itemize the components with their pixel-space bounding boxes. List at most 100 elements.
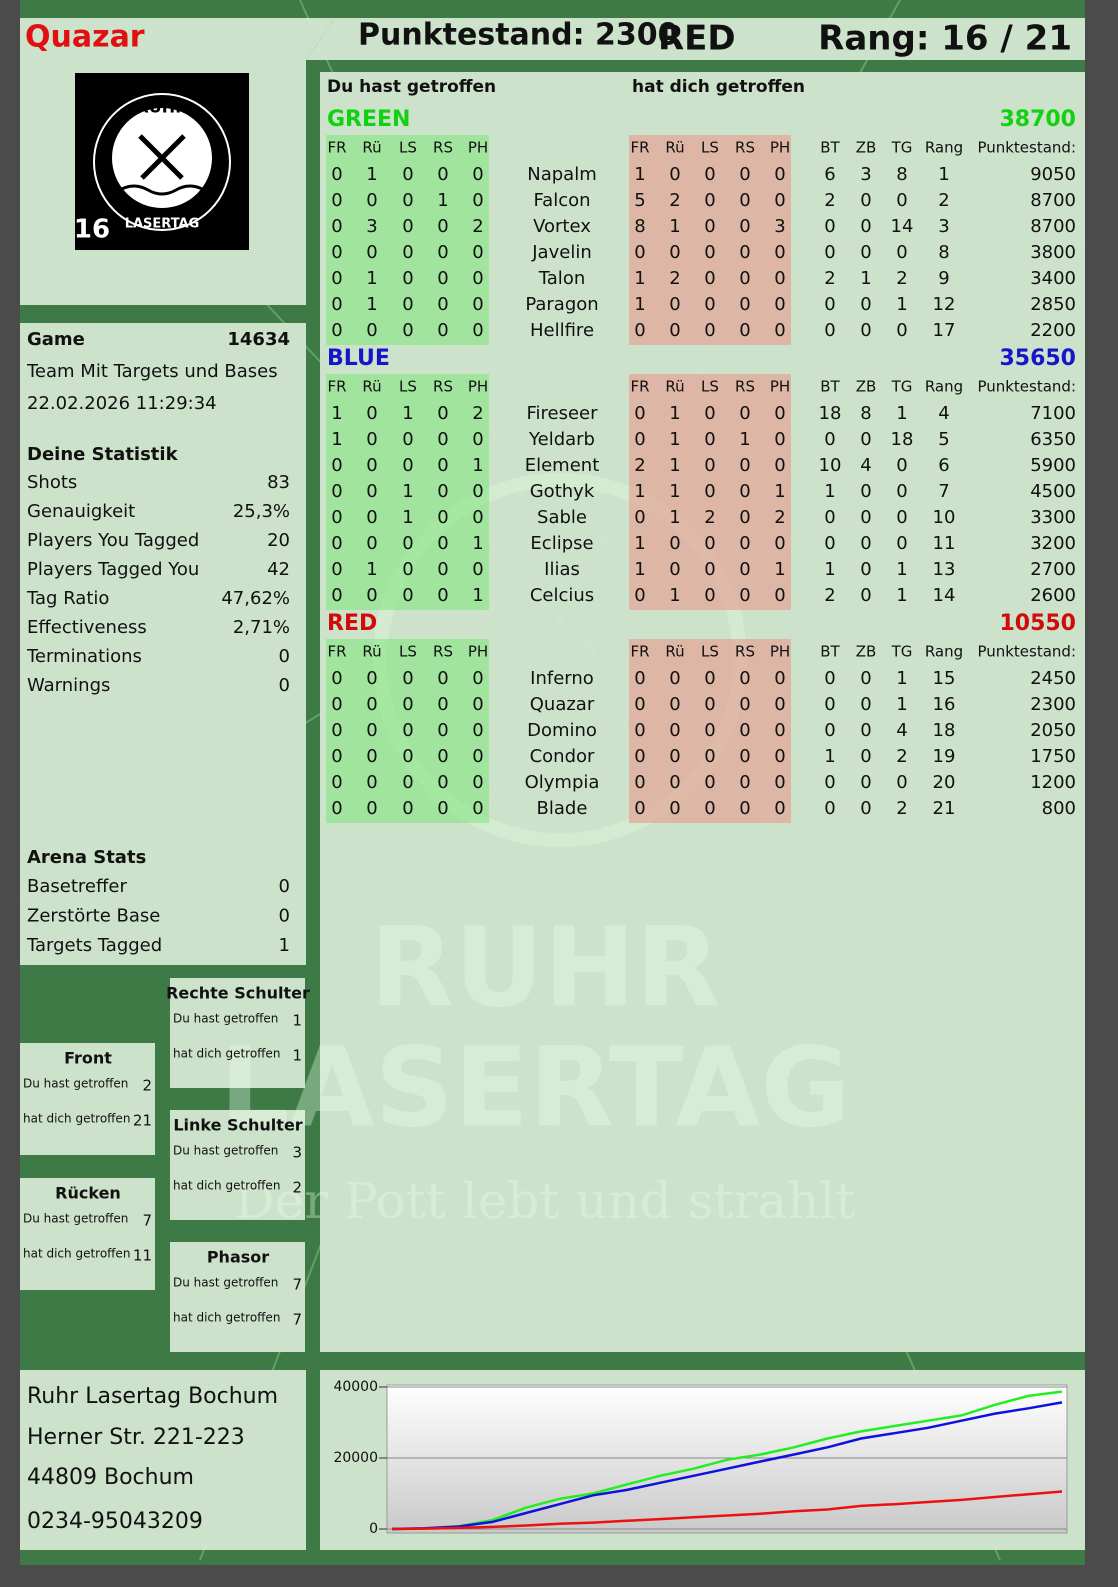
- column-header: RS: [433, 139, 453, 157]
- stat-cell: 2: [896, 268, 907, 289]
- got-cell: 0: [704, 668, 715, 689]
- got-block: [629, 135, 791, 345]
- got-cell: 0: [634, 798, 645, 819]
- hit-block: [326, 639, 489, 823]
- hit-cell: 0: [366, 481, 377, 502]
- stat-cell: 0: [860, 242, 871, 263]
- column-header: PH: [770, 378, 790, 396]
- stat-cell: 0: [860, 481, 871, 502]
- stat-cell: 0: [860, 190, 871, 211]
- watermark-text: RUHR: [370, 903, 721, 1031]
- stat-cell: 18: [819, 403, 842, 424]
- header-right-panel: [306, 18, 1085, 60]
- stat-cell: 2: [824, 190, 835, 211]
- stat-cell: 5: [938, 429, 949, 450]
- stat-cell: 8700: [1030, 190, 1076, 211]
- arena-label: Basetreffer: [27, 876, 127, 897]
- got-cell: 0: [739, 668, 750, 689]
- hit-cell: 0: [437, 694, 448, 715]
- stat-value: 42: [267, 559, 290, 580]
- hit-cell: 1: [366, 294, 377, 315]
- hit-cell: 0: [472, 320, 483, 341]
- got-cell: 0: [739, 798, 750, 819]
- hit-cell: 0: [331, 746, 342, 767]
- got-cell: 0: [634, 746, 645, 767]
- player-rank: Rang: 16 / 21: [818, 19, 1072, 59]
- stat-cell: 14: [891, 216, 914, 237]
- column-header: BT: [820, 378, 840, 396]
- stat-cell: 0: [860, 294, 871, 315]
- hit-cell: 0: [472, 559, 483, 580]
- hit-cell: 0: [331, 507, 342, 528]
- got-cell: 0: [774, 720, 785, 741]
- hit-cell: 0: [437, 798, 448, 819]
- stat-cell: 800: [1042, 798, 1076, 819]
- hit-cell: 0: [472, 481, 483, 502]
- hit-cell: 0: [437, 772, 448, 793]
- stat-value: 2,71%: [233, 617, 290, 638]
- stat-label: Genauigkeit: [27, 501, 135, 522]
- stat-cell: 0: [824, 668, 835, 689]
- got-cell: 0: [704, 242, 715, 263]
- stat-cell: 3800: [1030, 242, 1076, 263]
- arena-value: 0: [279, 876, 290, 897]
- stat-cell: 8700: [1030, 216, 1076, 237]
- hit-cell: 1: [331, 403, 342, 424]
- column-header: Rang: [925, 378, 963, 396]
- hit-cell: 1: [366, 268, 377, 289]
- got-cell: 1: [669, 585, 680, 606]
- stat-cell: 2300: [1030, 694, 1076, 715]
- got-cell: 0: [739, 559, 750, 580]
- hit-cell: 0: [402, 694, 413, 715]
- got-cell: 0: [704, 268, 715, 289]
- hit-cell: 0: [366, 320, 377, 341]
- hit-cell: 0: [366, 533, 377, 554]
- stat-label: Terminations: [26, 646, 142, 667]
- stat-cell: 0: [824, 429, 835, 450]
- hit-cell: 0: [437, 242, 448, 263]
- stat-cell: 0: [860, 585, 871, 606]
- hit-cell: 0: [402, 533, 413, 554]
- stat-cell: 0: [896, 772, 907, 793]
- hit-cell: 2: [472, 403, 483, 424]
- hit-cell: 0: [366, 746, 377, 767]
- zone-value: 3: [292, 1144, 302, 1162]
- hit-cell: 0: [472, 242, 483, 263]
- hit-cell: 0: [366, 429, 377, 450]
- player-cell: Falcon: [533, 190, 590, 211]
- got-cell: 0: [704, 164, 715, 185]
- got-cell: 0: [739, 403, 750, 424]
- player-cell: Element: [525, 455, 600, 476]
- got-cell: 0: [739, 190, 750, 211]
- got-cell: 0: [634, 694, 645, 715]
- stat-cell: 1: [860, 268, 871, 289]
- got-cell: 0: [669, 294, 680, 315]
- hit-cell: 1: [472, 533, 483, 554]
- stat-cell: 9050: [1030, 164, 1076, 185]
- stat-cell: 3300: [1030, 507, 1076, 528]
- stat-cell: 1: [896, 403, 907, 424]
- hit-cell: 0: [472, 507, 483, 528]
- hit-cell: 0: [472, 798, 483, 819]
- address-line: Ruhr Lasertag Bochum: [27, 1384, 278, 1409]
- got-cell: 0: [704, 533, 715, 554]
- player-cell: Domino: [527, 720, 597, 741]
- hit-cell: 0: [472, 694, 483, 715]
- hit-cell: 1: [472, 585, 483, 606]
- column-header: TG: [891, 643, 913, 661]
- got-cell: 0: [739, 481, 750, 502]
- y-tick-label: 40000: [333, 1379, 378, 1395]
- stat-cell: 1: [896, 559, 907, 580]
- player-name: Quazar: [25, 20, 145, 55]
- column-header: LS: [399, 643, 417, 661]
- stat-cell: 1: [824, 481, 835, 502]
- hit-cell: 0: [331, 533, 342, 554]
- got-cell: 0: [774, 268, 785, 289]
- arena-label: Targets Tagged: [26, 935, 162, 956]
- hit-cell: 2: [472, 216, 483, 237]
- stat-value: 20: [267, 530, 290, 551]
- stat-cell: 0: [860, 429, 871, 450]
- stat-label: Shots: [27, 472, 77, 493]
- column-header: FR: [630, 643, 649, 661]
